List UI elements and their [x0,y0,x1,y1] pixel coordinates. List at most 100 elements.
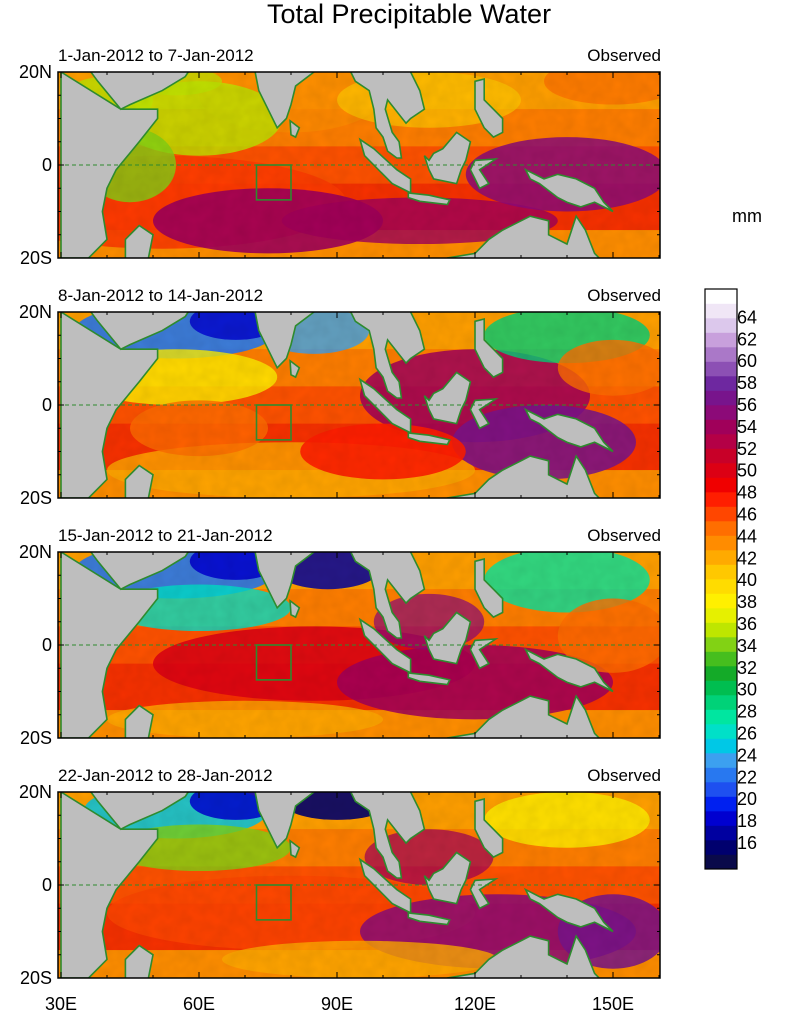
colorbar-tick-label: 34 [737,636,757,656]
panel-date-range: 8-Jan-2012 to 14-Jan-2012 [58,286,263,305]
colorbar-swatch [705,318,737,333]
land-mass [474,317,504,379]
colorbar-swatch [705,709,737,725]
lat-label: 0 [42,635,52,655]
panel-date-range: 22-Jan-2012 to 28-Jan-2012 [58,766,273,785]
land-mass [254,72,316,130]
land-mass [423,371,472,425]
land-mass [474,77,504,139]
colorbar-tick-label: 46 [737,505,757,525]
colorbar-swatch [705,506,737,522]
land-mass [474,797,504,859]
colorbar-swatch [705,419,737,435]
land-mass [289,119,301,139]
colorbar-frame [704,288,738,870]
land-mass [469,157,499,190]
colorbar-tick-label: 26 [737,724,757,744]
lat-label: 0 [42,395,52,415]
land-mass [423,611,472,665]
land-mass [523,647,614,693]
lat-label: 20S [20,728,52,748]
colorbar-tick-label: 60 [737,351,757,371]
colorbar-swatch [705,680,737,696]
panel-source-label: Observed [587,286,661,305]
land-mass [476,769,484,783]
study-region-box [255,164,292,201]
lat-label: 20S [20,488,52,508]
colorbar-tick-label: 24 [737,745,757,765]
land-mass [89,552,190,591]
colorbar-swatch [705,608,737,623]
study-region-box [255,884,292,921]
colorbar-swatch [705,463,737,478]
colorbar-tick-label: 40 [737,570,757,590]
map-panel-1: 1-Jan-2012 to 7-Jan-2012 Observed 20N 0 20S [19,46,661,268]
land-mass [407,192,451,206]
land-mass [446,934,601,978]
colorbar-tick-label: 20 [737,789,757,809]
colorbar-swatch [705,666,737,681]
colorbar-swatch [705,753,737,768]
land-mass [124,704,154,738]
colorbar-swatch [705,724,737,739]
colorbar-swatch [705,811,737,826]
land-mass [254,792,316,850]
lat-label: 20N [19,542,52,562]
land-mass [349,552,426,639]
colorbar-swatch [705,782,737,797]
colorbar-swatch [705,579,737,594]
lat-label: 20N [19,302,52,322]
land-mass [89,72,190,111]
colorbar-tick-label: 44 [737,526,757,546]
land-mass [407,912,451,926]
colorbar-swatch [705,535,737,551]
panel-date-range: 15-Jan-2012 to 21-Jan-2012 [58,526,273,545]
land-mass [349,72,426,159]
longitude-axis: 30E 60E 90E 120E 150E [45,994,634,1014]
colorbar-tick-label: 64 [737,307,757,327]
map-panel-4: 22-Jan-2012 to 28-Jan-2012 Observed 20N 0 20… [19,766,661,988]
colorbar-swatch [705,651,737,667]
land-mass [124,224,154,258]
colorbar-swatch [705,361,737,377]
lon-label-120e: 120E [454,994,496,1014]
land-mass [469,637,499,670]
land-mass [523,887,614,933]
land-mass [476,529,484,543]
colorbar-swatch [705,289,737,304]
colorbar: 1618202224262830323436384042444648505254… [704,288,757,870]
land-mass [446,694,601,738]
panel-date-range: 1-Jan-2012 to 7-Jan-2012 [58,46,254,65]
colorbar-swatch [705,767,737,783]
land-mass [474,557,504,619]
land-mass [89,312,190,351]
lat-label: 20N [19,782,52,802]
colorbar-tick-label: 36 [737,614,757,634]
study-region-box [255,404,292,441]
colorbar-swatch [705,854,737,870]
land-mass [476,49,484,63]
colorbar-swatch [705,593,737,609]
colorbar-swatch [705,637,737,652]
colorbar-swatch [705,434,737,449]
land-mass [124,464,154,498]
colorbar-tick-label: 62 [737,329,757,349]
map-panel-3: 15-Jan-2012 to 21-Jan-2012 Observed 20N 0 20… [19,526,661,748]
colorbar-swatch [705,332,737,348]
land-mass [407,672,451,686]
colorbar-tick-label: 38 [737,592,757,612]
lon-label-30e: 30E [45,994,77,1014]
land-mass [349,792,426,879]
lat-label: 20S [20,248,52,268]
colorbar-tick-label: 50 [737,461,757,481]
map-panel-2: 8-Jan-2012 to 14-Jan-2012 Observed 20N 0 20S [19,286,661,508]
colorbar-tick-label: 56 [737,395,757,415]
land-mass [407,432,451,446]
colorbar-swatch [705,738,737,754]
land-mass [423,131,472,185]
land-mass [124,944,154,978]
colorbar-swatch [705,564,737,580]
lon-label-60e: 60E [183,994,215,1014]
lat-label: 20N [19,62,52,82]
